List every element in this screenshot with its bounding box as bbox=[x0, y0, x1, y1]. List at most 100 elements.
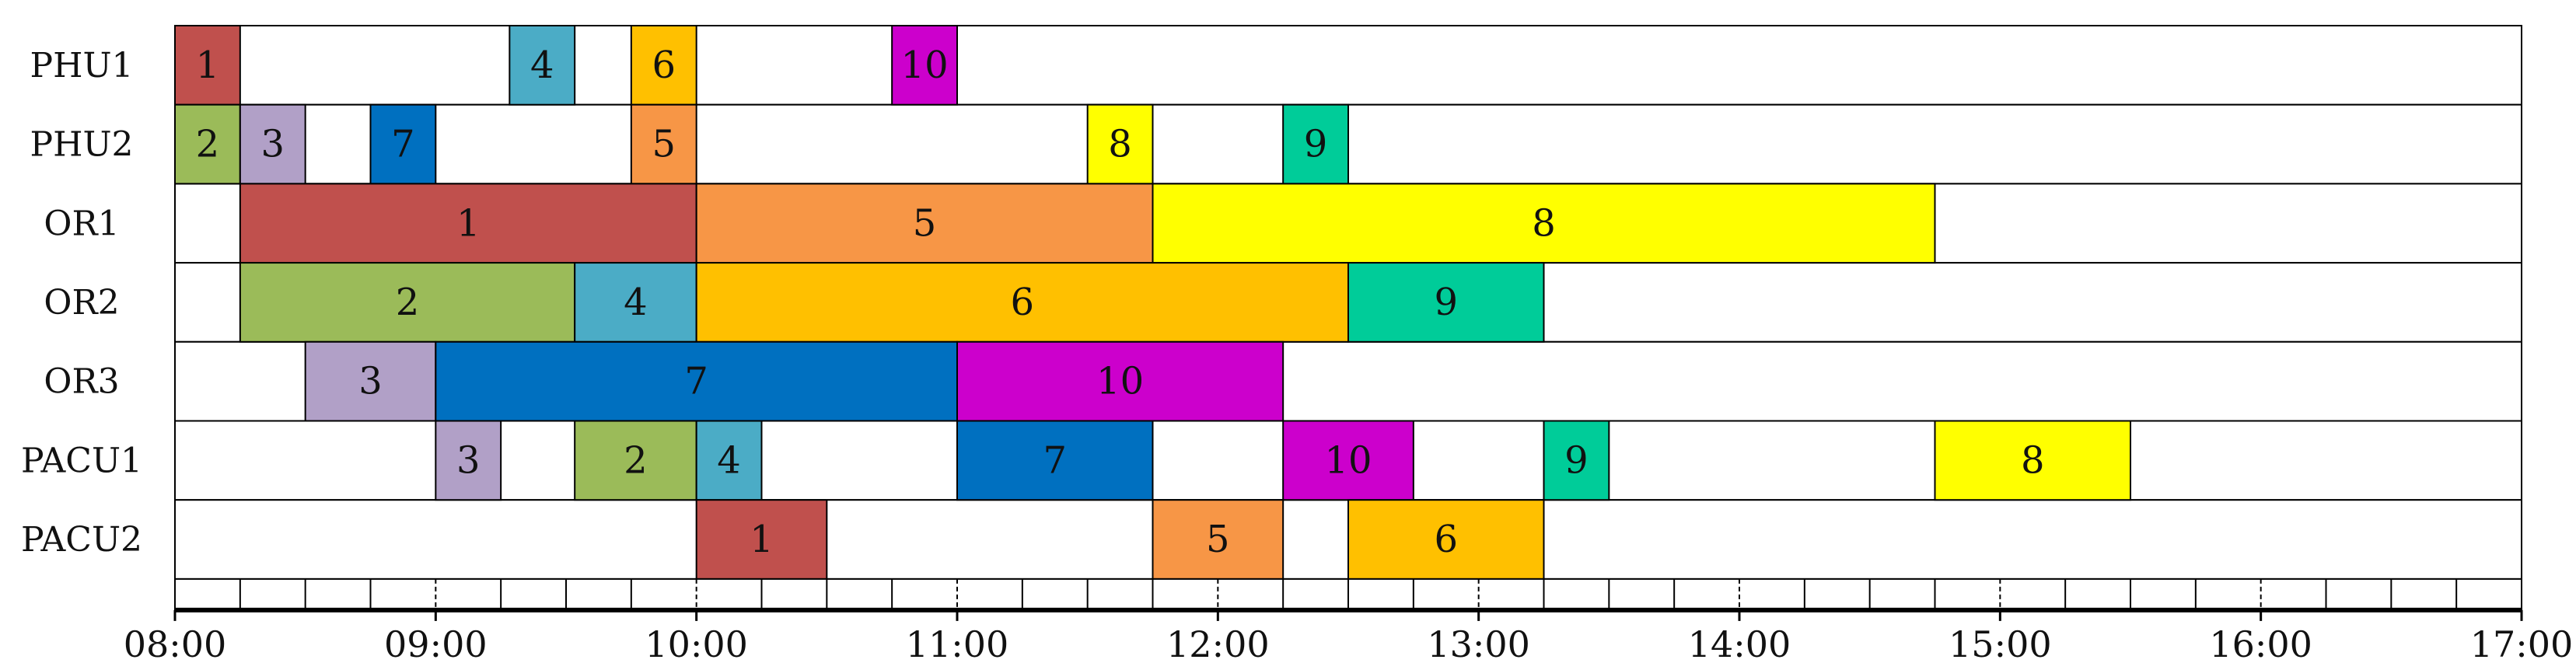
task-bar: 1 bbox=[695, 499, 828, 580]
task-bar: 6 bbox=[695, 262, 1349, 343]
tick-label: 09:00 bbox=[384, 623, 488, 665]
task-bar-label: 5 bbox=[652, 123, 676, 166]
task-bar: 5 bbox=[630, 103, 697, 185]
task-bar: 3 bbox=[239, 103, 306, 185]
task-bar-rect bbox=[435, 340, 958, 422]
task-bar: 8 bbox=[1934, 420, 2131, 501]
task-bar-label: 2 bbox=[196, 123, 220, 166]
tick-label: 12:00 bbox=[1166, 623, 1270, 665]
task-bar-label: 6 bbox=[652, 44, 676, 87]
task-bar: 7 bbox=[369, 103, 437, 185]
task-bar-rect bbox=[1086, 103, 1154, 185]
row-label-or3: OR3 bbox=[44, 362, 119, 402]
tick-label: 14:00 bbox=[1688, 623, 1791, 665]
task-bar: 10 bbox=[891, 25, 958, 106]
task-bar-rect bbox=[1543, 420, 1610, 501]
task-bar-label: 1 bbox=[456, 201, 481, 245]
task-bar-label: 3 bbox=[358, 360, 383, 403]
row-label-or1: OR1 bbox=[44, 204, 119, 243]
task-bar-label: 2 bbox=[624, 438, 648, 482]
task-bar-rect bbox=[1152, 499, 1285, 580]
task-bar-label: 10 bbox=[901, 44, 949, 87]
task-bar: 1 bbox=[239, 183, 697, 264]
task-bar-label: 8 bbox=[1108, 123, 1132, 166]
task-bar-rect bbox=[1152, 183, 1936, 264]
task-bar-label: 6 bbox=[1011, 281, 1035, 324]
task-bar-label: 9 bbox=[1304, 123, 1328, 166]
row-label-pacu1: PACU1 bbox=[21, 441, 142, 480]
task-bar-label: 5 bbox=[913, 201, 937, 245]
task-bar-label: 8 bbox=[2021, 438, 2045, 482]
time-axis: 08:00 09:00 10:00 11:00 12:00 13:00 14:00 15:00… bbox=[124, 578, 2574, 665]
row-label-phu2: PHU2 bbox=[30, 125, 133, 165]
row-labels: PHU1 PHU2 OR1 OR2 OR3 PACU1 PACU2 bbox=[21, 46, 142, 560]
task-bar: 4 bbox=[509, 25, 576, 106]
task-bar-label: 2 bbox=[396, 281, 420, 324]
task-bar-label: 6 bbox=[1434, 518, 1458, 561]
task-bar: 7 bbox=[435, 340, 958, 422]
tick-label: 15:00 bbox=[1949, 623, 2052, 665]
task-bar-label: 9 bbox=[1564, 438, 1589, 482]
task-bar-rect bbox=[239, 183, 697, 264]
task-bar: 7 bbox=[956, 420, 1154, 501]
task-bar: 10 bbox=[956, 340, 1285, 422]
task-bar-rect bbox=[891, 25, 958, 106]
task-bar: 2 bbox=[574, 420, 697, 501]
task-bar: 4 bbox=[695, 420, 763, 501]
task-bar-label: 3 bbox=[456, 438, 481, 482]
task-bar-label: 9 bbox=[1434, 281, 1458, 324]
task-bar-label: 7 bbox=[684, 360, 708, 403]
task-bar: 6 bbox=[1347, 499, 1545, 580]
task-bar-rect bbox=[1347, 262, 1545, 343]
task-bar: 1 bbox=[174, 25, 241, 106]
tick-label: 16:00 bbox=[2209, 623, 2312, 665]
task-bar-label: 8 bbox=[1532, 201, 1556, 245]
row-label-phu1: PHU1 bbox=[30, 46, 133, 85]
task-bar-label: 3 bbox=[260, 123, 285, 166]
task-bar-label: 4 bbox=[624, 281, 648, 324]
task-bar: 9 bbox=[1543, 420, 1610, 501]
task-bar-rect bbox=[630, 25, 697, 106]
task-bar-rect bbox=[630, 103, 697, 185]
task-bar: 8 bbox=[1152, 183, 1936, 264]
task-bar: 2 bbox=[174, 103, 241, 185]
task-bar-rect bbox=[174, 25, 241, 106]
task-bar-label: 5 bbox=[1206, 518, 1230, 561]
task-bar-rect bbox=[1282, 420, 1414, 501]
task-bars: 1 4 6 102 3 7 5 8 91 5 82 4 6 93 7 103 2 4 7 10 9 81 5 6 bbox=[174, 25, 2131, 580]
row-label-pacu2: PACU2 bbox=[21, 520, 142, 560]
task-bar-label: 4 bbox=[717, 438, 741, 482]
task-bar-rect bbox=[435, 420, 502, 501]
task-bar: 4 bbox=[574, 262, 697, 343]
task-bar: 9 bbox=[1282, 103, 1349, 185]
task-bar-rect bbox=[369, 103, 437, 185]
task-bar-label: 10 bbox=[1324, 438, 1372, 482]
task-bar: 6 bbox=[630, 25, 697, 106]
task-bar-rect bbox=[239, 103, 306, 185]
task-bar-rect bbox=[574, 262, 697, 343]
task-bar: 3 bbox=[304, 340, 437, 422]
task-bar-rect bbox=[509, 25, 576, 106]
task-bar-rect bbox=[956, 420, 1154, 501]
task-bar-rect bbox=[695, 262, 1349, 343]
task-bar: 5 bbox=[1152, 499, 1285, 580]
task-bar-label: 7 bbox=[1043, 438, 1067, 482]
task-bar-rect bbox=[956, 340, 1285, 422]
task-bar: 3 bbox=[435, 420, 502, 501]
tick-label: 08:00 bbox=[124, 623, 227, 665]
task-bar-label: 4 bbox=[530, 44, 554, 87]
task-bar-label: 10 bbox=[1096, 360, 1144, 403]
task-bar: 10 bbox=[1282, 420, 1414, 501]
task-bar-rect bbox=[574, 420, 697, 501]
task-bar-label: 1 bbox=[196, 44, 220, 87]
task-bar-label: 1 bbox=[750, 518, 774, 561]
tick-label: 17:00 bbox=[2470, 623, 2574, 665]
task-bar: 5 bbox=[695, 183, 1154, 264]
task-bar-label: 7 bbox=[391, 123, 415, 166]
task-bar-rect bbox=[1347, 499, 1545, 580]
task-bar: 9 bbox=[1347, 262, 1545, 343]
tick-label: 13:00 bbox=[1427, 623, 1530, 665]
tick-label: 11:00 bbox=[906, 623, 1009, 665]
tick-label: 10:00 bbox=[645, 623, 748, 665]
